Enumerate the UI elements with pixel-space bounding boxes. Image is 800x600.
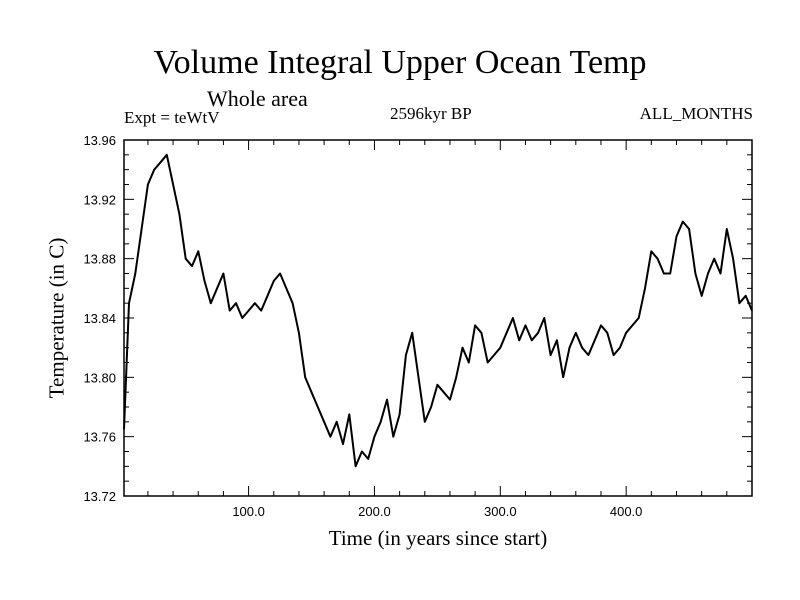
y-tick-label: 13.76 (83, 430, 116, 445)
y-tick-label: 13.92 (83, 192, 116, 207)
chart-title: Volume Integral Upper Ocean Temp (153, 44, 647, 81)
y-tick-label: 13.84 (83, 311, 116, 326)
y-tick-label: 13.88 (83, 252, 116, 267)
series-line (123, 153, 753, 468)
x-tick-label: 100.0 (232, 504, 265, 519)
experiment-label: Expt = teWtV (124, 108, 220, 127)
x-tick-label: 400.0 (610, 504, 643, 519)
y-tick-label: 13.80 (83, 370, 116, 385)
y-tick-label: 13.96 (83, 133, 116, 148)
tick-labels: 100.0 200.0 300.0 400.0 13.72 13.76 13.80 13.84… (83, 133, 642, 519)
x-tick-label: 200.0 (358, 504, 391, 519)
y-tick-label: 13.72 (83, 489, 116, 504)
tick-marks (124, 140, 752, 496)
period-label: 2596kyr BP (390, 104, 472, 123)
x-tick-label: 300.0 (484, 504, 517, 519)
months-label: ALL_MONTHS (639, 104, 753, 123)
x-axis-label: Time (in years since start) (328, 526, 548, 550)
chart-subtitle: Whole area (207, 86, 308, 111)
plot-frame (123, 139, 753, 497)
